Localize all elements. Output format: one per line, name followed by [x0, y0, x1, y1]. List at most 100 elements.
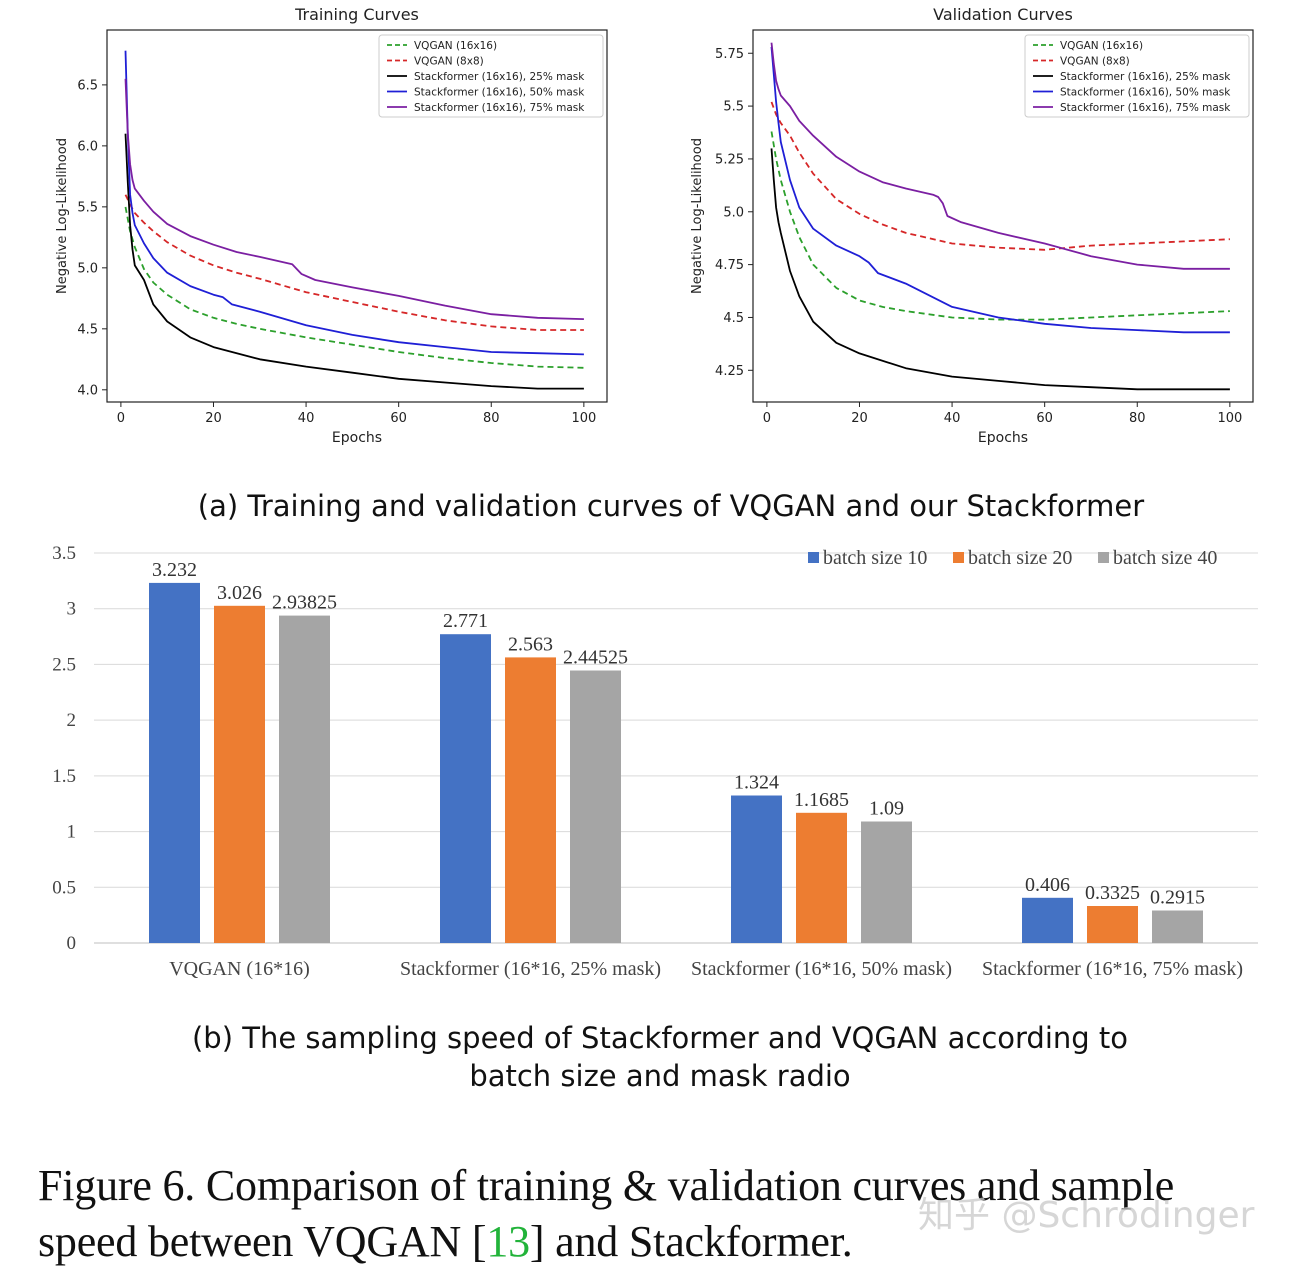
- sampling-speed-bar-chart: 0 0.5 1 1.5 2 2.5 3 3.5 3.232 3.026 2.93825 2.771 2…: [52, 543, 1258, 980]
- validation-plot-frame: [752, 29, 1254, 403]
- bar-value-label: 0.3325: [1085, 882, 1140, 904]
- caption-suffix: ] and Stackformer.: [529, 1217, 853, 1266]
- training-legend-box: [378, 34, 604, 118]
- validation-y-tick-label: 5.5: [723, 100, 744, 115]
- training-chart-title: Training Curves: [294, 5, 419, 24]
- bar-legend-label-3: batch size 40: [1113, 547, 1217, 569]
- bar-3-2: [796, 812, 847, 943]
- validation-x-tick-label: 20: [851, 411, 868, 426]
- training-axis-ticks: 0 20 40 60 80 100 4.0 4.5 5.0 5.5 6.0 6.5: [77, 78, 596, 426]
- bar-y-tick-label: 2: [67, 710, 77, 731]
- bar-1-2: [214, 605, 265, 943]
- validation-chart-title: Validation Curves: [933, 5, 1073, 24]
- training-legend: VQGAN (16x16) VQGAN (8x8) Stackformer (16x…: [378, 34, 604, 118]
- validation-y-axis-label: Negative Log-Likelihood: [690, 138, 705, 294]
- bar-y-tick-label: 0: [67, 933, 77, 954]
- validation-x-tick-label: 80: [1129, 411, 1146, 426]
- figure-caption: Figure 6. Comparison of training & valid…: [38, 1158, 1278, 1270]
- validation-legend-label-1: VQGAN (16x16): [1060, 40, 1143, 52]
- validation-x-axis-label: Epochs: [978, 430, 1028, 446]
- training-y-tick-label: 5.0: [77, 261, 98, 276]
- training-legend-label-4: Stackformer (16x16), 50% mask: [414, 87, 585, 99]
- bar-y-tick-label: 1: [67, 822, 77, 843]
- bar-1-1: [149, 582, 200, 943]
- bar-value-label: 1.1685: [794, 789, 849, 811]
- caption-prefix: Figure 6. Comparison of training & valid…: [38, 1161, 1175, 1266]
- bar-category-label: VQGAN (16*16): [169, 958, 310, 980]
- bar-legend-label-2: batch size 20: [968, 547, 1072, 569]
- caption-reference-link[interactable]: 13: [486, 1217, 530, 1266]
- validation-y-tick-label: 4.75: [715, 258, 744, 273]
- validation-axis-ticks: 0 20 40 60 80 100 4.25 4.5 4.75 5.0 5.25 5.5 5.75: [715, 47, 1242, 426]
- validation-legend-label-3: Stackformer (16x16), 25% mask: [1060, 71, 1231, 83]
- bar-value-label: 0.2915: [1150, 887, 1205, 909]
- training-series-line-4: [124, 50, 584, 356]
- training-x-tick-label: 40: [298, 411, 315, 426]
- training-y-tick-label: 4.5: [77, 322, 98, 337]
- bar-value-label: 3.026: [217, 582, 262, 604]
- bar-category-label: Stackformer (16*16, 25% mask): [400, 958, 661, 980]
- training-plot-frame: [106, 29, 608, 403]
- validation-legend: VQGAN (16x16) VQGAN (8x8) Stackformer (16x…: [1024, 34, 1250, 118]
- training-legend-label-2: VQGAN (8x8): [414, 56, 484, 68]
- validation-x-tick-label: 0: [763, 411, 771, 426]
- bar-y-tick-label: 0.5: [52, 877, 76, 898]
- validation-legend-box: [1024, 34, 1250, 118]
- training-series-line-2: [124, 194, 584, 331]
- figure-canvas: Training Curves Epochs Negative Log-Like…: [52, 5, 1258, 1093]
- bar-value-label: 2.771: [443, 610, 488, 632]
- validation-y-tick-label: 5.0: [723, 205, 744, 220]
- training-series-line-5: [124, 78, 584, 320]
- bar-legend-swatch-2: [953, 552, 964, 563]
- bar-3-3: [861, 821, 912, 943]
- validation-y-tick-label: 4.25: [715, 364, 744, 379]
- bar-value-label: 2.44525: [563, 647, 628, 669]
- bar-value-label: 1.09: [869, 798, 904, 820]
- bar-y-tick-label: 3.5: [52, 543, 76, 564]
- training-series-line-1: [124, 206, 584, 369]
- validation-legend-label-5: Stackformer (16x16), 75% mask: [1060, 102, 1231, 114]
- bar-value-label: 3.232: [152, 559, 197, 581]
- training-y-tick-label: 4.0: [77, 383, 98, 398]
- subcaption-b-line2: batch size and mask radio: [469, 1059, 850, 1093]
- training-x-tick-label: 80: [483, 411, 500, 426]
- training-y-tick-label: 6.5: [77, 78, 98, 93]
- training-x-tick-label: 100: [571, 411, 596, 426]
- training-curves-panel: Training Curves Epochs Negative Log-Like…: [55, 5, 608, 446]
- validation-series-line-5: [770, 42, 1230, 270]
- bar-y-tick-label: 3: [67, 599, 77, 620]
- bar-4-1: [1022, 897, 1073, 943]
- bar-category-label: Stackformer (16*16, 50% mask): [691, 958, 952, 980]
- bar-value-label: 2.93825: [272, 592, 337, 614]
- training-y-tick-label: 5.5: [77, 200, 98, 215]
- bar-value-label: 1.324: [734, 772, 779, 794]
- training-x-tick-label: 0: [117, 411, 125, 426]
- validation-y-tick-label: 5.75: [715, 47, 744, 62]
- subcaption-b-line1: (b) The sampling speed of Stackformer an…: [192, 1021, 1128, 1055]
- bar-value-label: 2.563: [508, 633, 553, 655]
- bar-marks: 3.232 3.026 2.93825 2.771 2.563 2.44525 1.324 1…: [149, 559, 1205, 943]
- training-x-axis-label: Epochs: [332, 430, 382, 446]
- validation-y-tick-label: 5.25: [715, 152, 744, 167]
- validation-y-tick-label: 4.5: [723, 311, 744, 326]
- bar-y-tick-label: 1.5: [52, 766, 76, 787]
- training-y-axis-label: Negative Log-Likelihood: [55, 138, 70, 294]
- training-series-lines: [124, 50, 584, 390]
- validation-series-line-2: [770, 101, 1230, 251]
- validation-x-tick-label: 40: [944, 411, 961, 426]
- subcaption-a: (a) Training and validation curves of VQ…: [198, 489, 1144, 523]
- validation-series-line-3: [770, 148, 1230, 391]
- validation-x-tick-label: 100: [1217, 411, 1242, 426]
- bar-3-1: [731, 795, 782, 943]
- validation-x-tick-label: 60: [1036, 411, 1053, 426]
- validation-series-line-1: [770, 131, 1230, 321]
- bar-2-3: [570, 670, 621, 943]
- training-legend-label-3: Stackformer (16x16), 25% mask: [414, 71, 585, 83]
- bar-value-label: 0.406: [1025, 874, 1070, 896]
- validation-curves-panel: Validation Curves Epochs Negative Log-Li…: [690, 5, 1254, 446]
- bar-1-3: [279, 615, 330, 943]
- watermark-text: 知乎 @Schrodinger: [918, 1195, 1255, 1236]
- training-legend-label-5: Stackformer (16x16), 75% mask: [414, 102, 585, 114]
- training-y-tick-label: 6.0: [77, 139, 98, 154]
- bar-2-1: [440, 634, 491, 943]
